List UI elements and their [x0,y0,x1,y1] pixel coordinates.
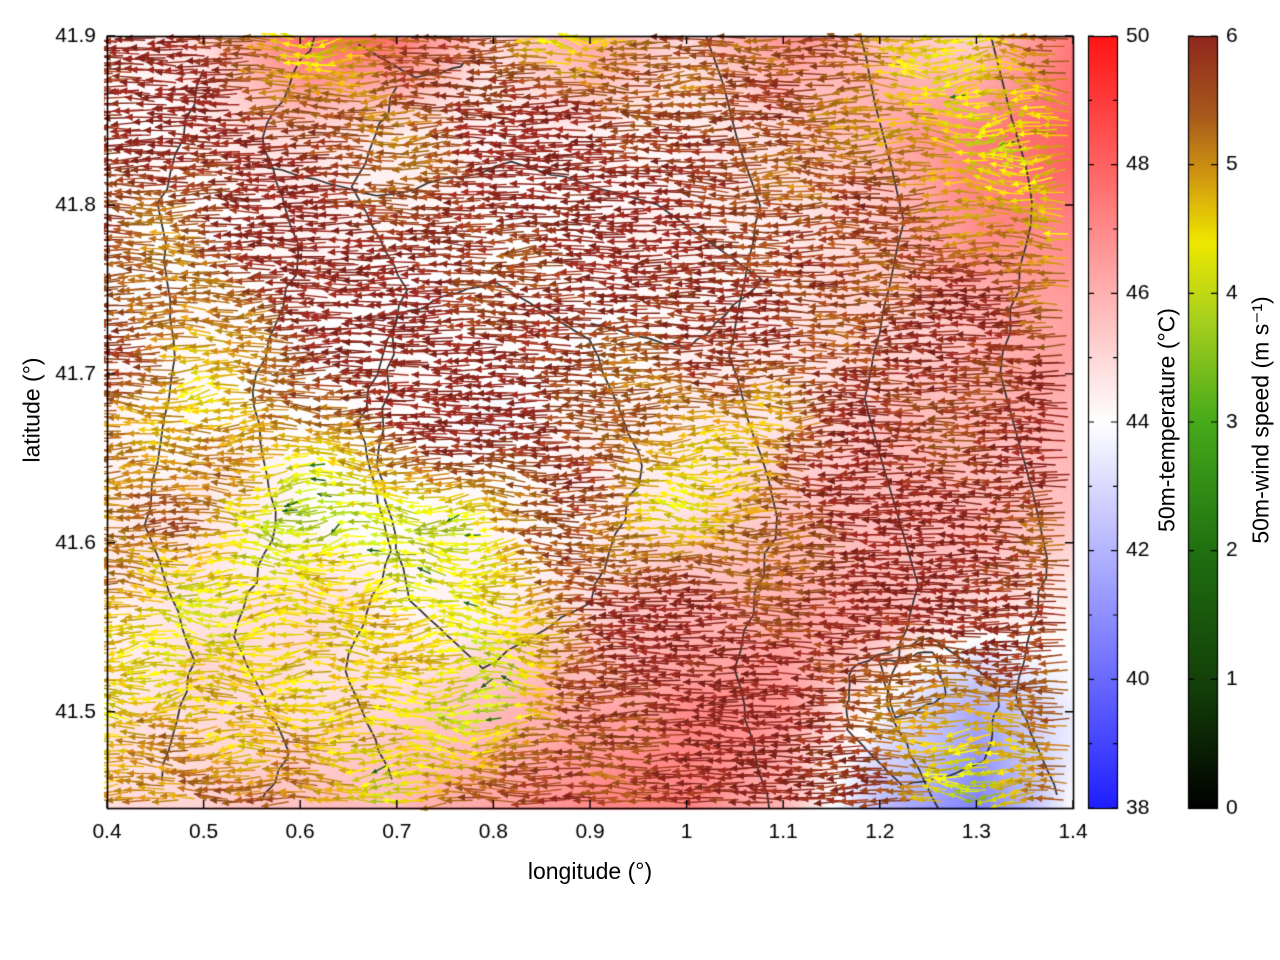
temperature-colorbar-label: 50m-temperature (°C) [1153,308,1180,532]
windspeed-colorbar-label: 50m-wind speed (m s⁻¹) [1247,296,1274,544]
x-axis-label: longitude (°) [527,858,653,884]
y-axis-label: latitude (°) [18,357,45,463]
